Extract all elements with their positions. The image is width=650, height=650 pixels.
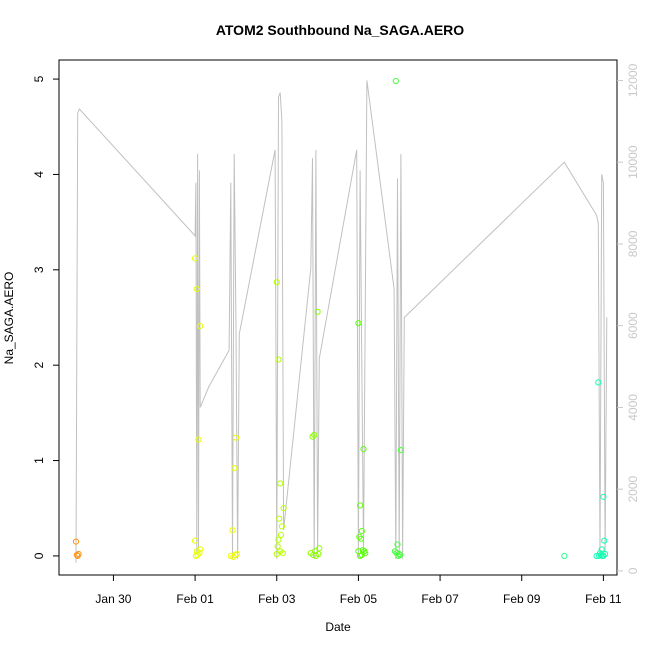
data-point — [358, 551, 365, 559]
y2-tick-label: 8000 — [626, 230, 640, 257]
y2-tick-label: 4000 — [626, 394, 640, 421]
data-point — [278, 523, 285, 530]
data-point — [275, 356, 282, 363]
y2-tick-label: 6000 — [626, 312, 640, 339]
y-axis-label: Na_SAGA.AERO — [2, 272, 16, 365]
y-tick-label: 5 — [32, 75, 46, 82]
x-tick-label: Feb 07 — [421, 592, 459, 606]
y2-tick-label: 10000 — [626, 145, 640, 179]
data-point — [601, 537, 608, 544]
data-point — [311, 431, 318, 438]
data-point — [277, 480, 284, 487]
data-point — [280, 505, 287, 512]
data-point — [598, 546, 605, 553]
data-point — [279, 550, 286, 557]
data-point — [316, 545, 323, 552]
data-point — [197, 546, 204, 553]
data-point — [362, 550, 369, 557]
data-point — [195, 436, 202, 443]
data-point — [277, 531, 285, 539]
data-point — [595, 379, 602, 386]
data-point — [358, 528, 365, 535]
data-point — [355, 320, 362, 327]
data-point — [600, 493, 607, 500]
data-point — [593, 552, 600, 560]
x-tick-label: Feb 03 — [258, 592, 296, 606]
data-point — [600, 552, 607, 560]
data-point — [276, 515, 283, 522]
data-point — [75, 550, 82, 558]
x-axis-label: Date — [325, 620, 351, 634]
data-point — [397, 447, 404, 454]
x-tick-label: Jan 30 — [95, 592, 131, 606]
y2-tick-label: 12000 — [626, 63, 640, 97]
data-point — [229, 527, 236, 534]
data-point — [72, 538, 80, 545]
data-point — [357, 535, 365, 542]
altitude-series-line — [75, 80, 608, 563]
data-point — [602, 550, 609, 558]
data-point — [309, 433, 316, 440]
data-point — [193, 285, 200, 292]
data-point — [197, 323, 204, 330]
data-point — [192, 255, 199, 262]
y-tick-label: 2 — [32, 362, 46, 369]
data-point — [233, 550, 240, 558]
data-point — [392, 77, 399, 85]
data-point — [360, 446, 367, 453]
data-point — [194, 551, 201, 559]
data-point — [274, 543, 281, 550]
data-point — [391, 548, 399, 555]
data-point — [394, 541, 401, 548]
data-point — [275, 536, 282, 543]
x-tick-label: Feb 01 — [176, 592, 214, 606]
chart-title: ATOM2 Southbound Na_SAGA.AERO — [216, 22, 464, 38]
data-point — [357, 502, 364, 509]
y-tick-label: 3 — [32, 266, 46, 273]
data-point — [192, 537, 199, 544]
data-point — [273, 550, 280, 558]
y2-tick-label: 0 — [626, 567, 640, 574]
y-tick-label: 4 — [32, 171, 46, 178]
points-layer — [72, 77, 609, 561]
data-point — [397, 551, 404, 559]
axes-layer: Jan 30 Feb 01 Feb 03 Feb 05 Feb 07 Feb 09 Feb … — [32, 59, 640, 606]
x-tick-label: Feb 11 — [585, 592, 622, 606]
y-tick-label: 0 — [32, 552, 46, 559]
data-point — [232, 434, 239, 441]
plot-frame — [58, 59, 618, 576]
data-point — [311, 548, 319, 555]
data-point — [314, 308, 321, 315]
data-point — [196, 550, 203, 557]
data-point — [231, 465, 238, 472]
data-point — [356, 533, 363, 541]
x-tick-label: Feb 05 — [340, 592, 378, 606]
y2-tick-label: 2000 — [626, 475, 640, 502]
x-tick-label: Feb 09 — [503, 592, 541, 606]
altitude-layer — [75, 80, 608, 563]
data-point — [273, 279, 280, 286]
data-point — [561, 552, 568, 560]
y-tick-label: 1 — [32, 457, 46, 464]
